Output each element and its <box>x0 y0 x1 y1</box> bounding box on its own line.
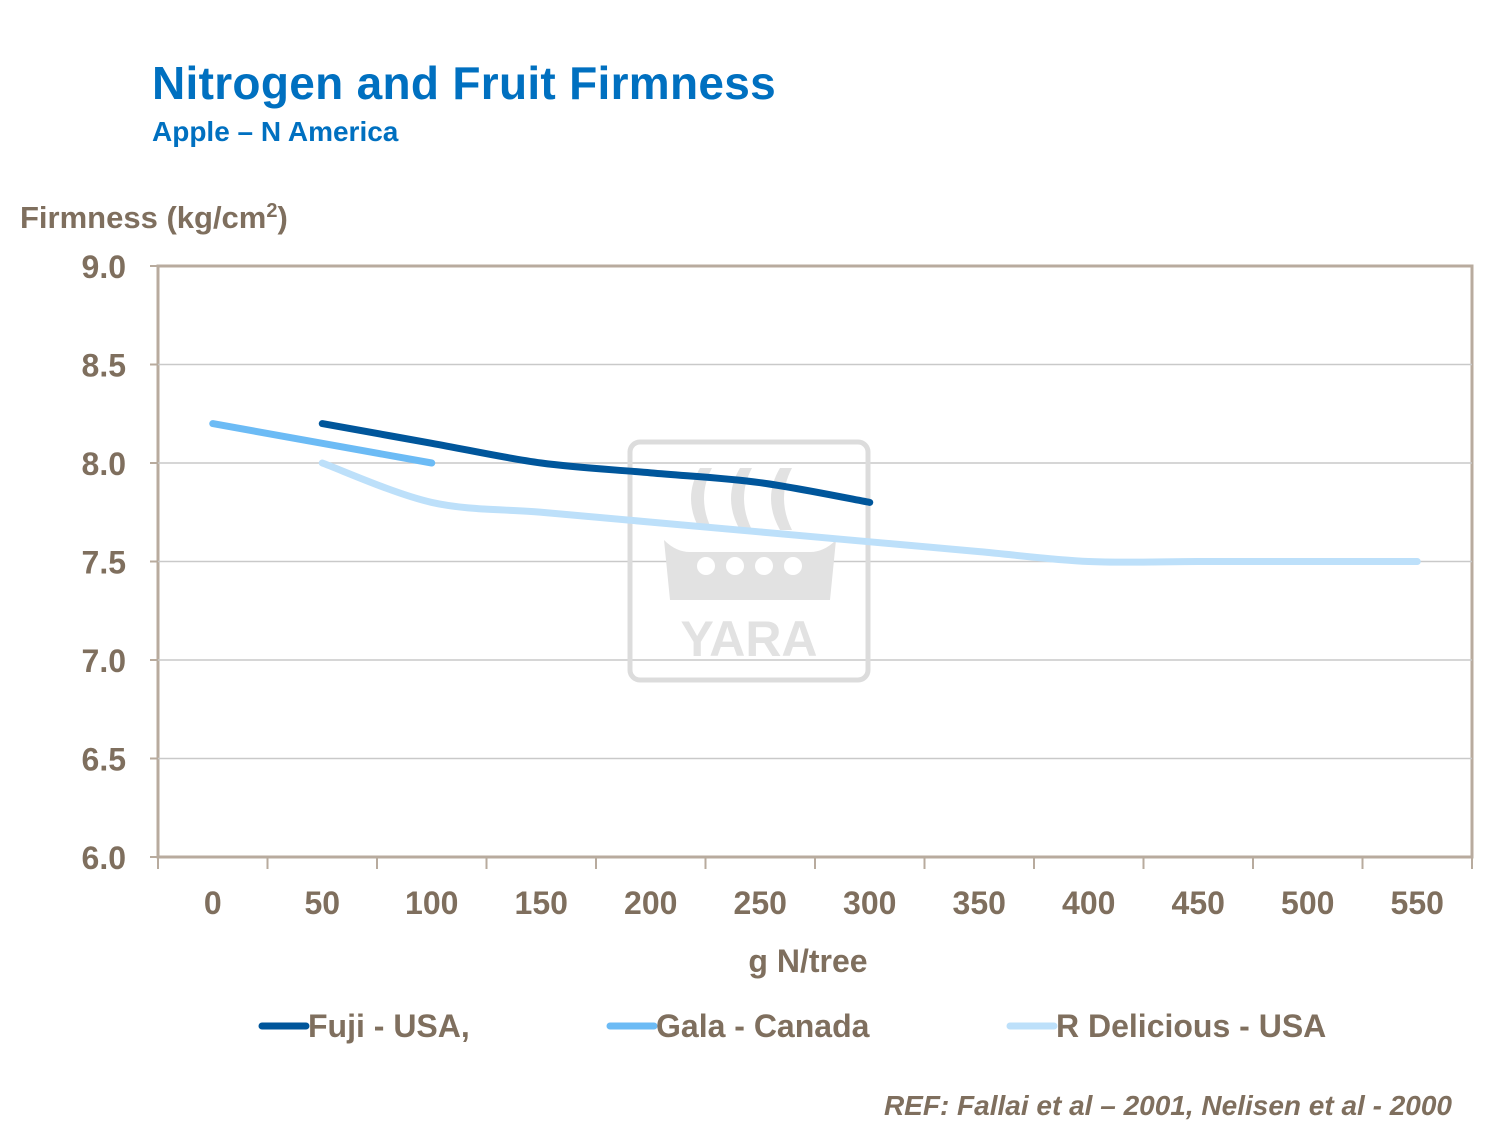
logo-shield-shape <box>726 557 744 575</box>
logo-ship-hull <box>664 540 836 600</box>
y-tick-labels: 9.0 8.5 8.0 7.5 7.0 6.5 6.0 <box>82 249 126 876</box>
chart-subtitle: Apple – N America <box>152 116 399 147</box>
x-tick-label: 350 <box>953 885 1006 921</box>
y-tick-label: 8.0 <box>82 446 126 482</box>
legend: Fuji - USA, Gala - Canada R Delicious - US… <box>258 1008 1326 1044</box>
logo-frame <box>627 439 871 683</box>
legend-label: Fuji - USA, <box>308 1008 470 1044</box>
x-tick-label: 550 <box>1391 885 1444 921</box>
y-tick-label: 8.5 <box>82 348 126 384</box>
logo-shield-shape <box>697 557 715 575</box>
x-tick-label: 300 <box>843 885 896 921</box>
logo-wordmark: YARA <box>680 611 817 667</box>
reference-citation: REF: Fallai et al – 2001, Nelisen et al … <box>883 1090 1452 1121</box>
series-lines <box>209 420 1421 566</box>
series-line <box>318 420 874 506</box>
y-axis-title: Firmness (kg/cm2) <box>20 200 288 235</box>
y-tick-label: 6.0 <box>82 840 126 876</box>
x-axis-title: g N/tree <box>748 943 867 979</box>
logo-shield-shape <box>784 557 802 575</box>
y-tick-label: 7.5 <box>82 545 126 581</box>
y-tick-label: 7.0 <box>82 643 126 679</box>
axis-ticks <box>150 265 1473 869</box>
y-axis-title-close: ) <box>278 200 288 235</box>
x-tick-label: 50 <box>304 885 340 921</box>
series-line <box>209 420 436 467</box>
x-tick-label: 100 <box>405 885 458 921</box>
yara-logo-watermark: YARA <box>627 439 871 683</box>
x-tick-label: 150 <box>515 885 568 921</box>
legend-label: Gala - Canada <box>656 1008 870 1044</box>
legend-label: R Delicious - USA <box>1056 1008 1326 1044</box>
x-tick-label: 250 <box>734 885 787 921</box>
x-tick-label: 0 <box>204 885 222 921</box>
logo-shield-shape <box>755 557 773 575</box>
y-tick-label: 6.5 <box>82 742 126 778</box>
y-axis-title-text: Firmness (kg/cm <box>20 200 266 235</box>
x-tick-label: 500 <box>1281 885 1334 921</box>
y-axis-title-superscript: 2 <box>266 200 277 222</box>
x-tick-label: 200 <box>624 885 677 921</box>
logo-wave-shape <box>731 468 752 530</box>
y-tick-label: 9.0 <box>82 249 126 285</box>
logo-wave-shape <box>691 468 712 530</box>
x-tick-label: 450 <box>1172 885 1225 921</box>
x-tick-labels: 0 50 100 150 200 250 300 350 400 450 500 550 <box>204 885 1444 921</box>
chart: Firmness (kg/cm2) YARA 9.0 8.5 8.0 7.5 7.0 6.… <box>20 200 1474 1044</box>
x-tick-label: 400 <box>1062 885 1115 921</box>
chart-title: Nitrogen and Fruit Firmness <box>152 57 777 109</box>
series-line <box>318 459 1421 566</box>
